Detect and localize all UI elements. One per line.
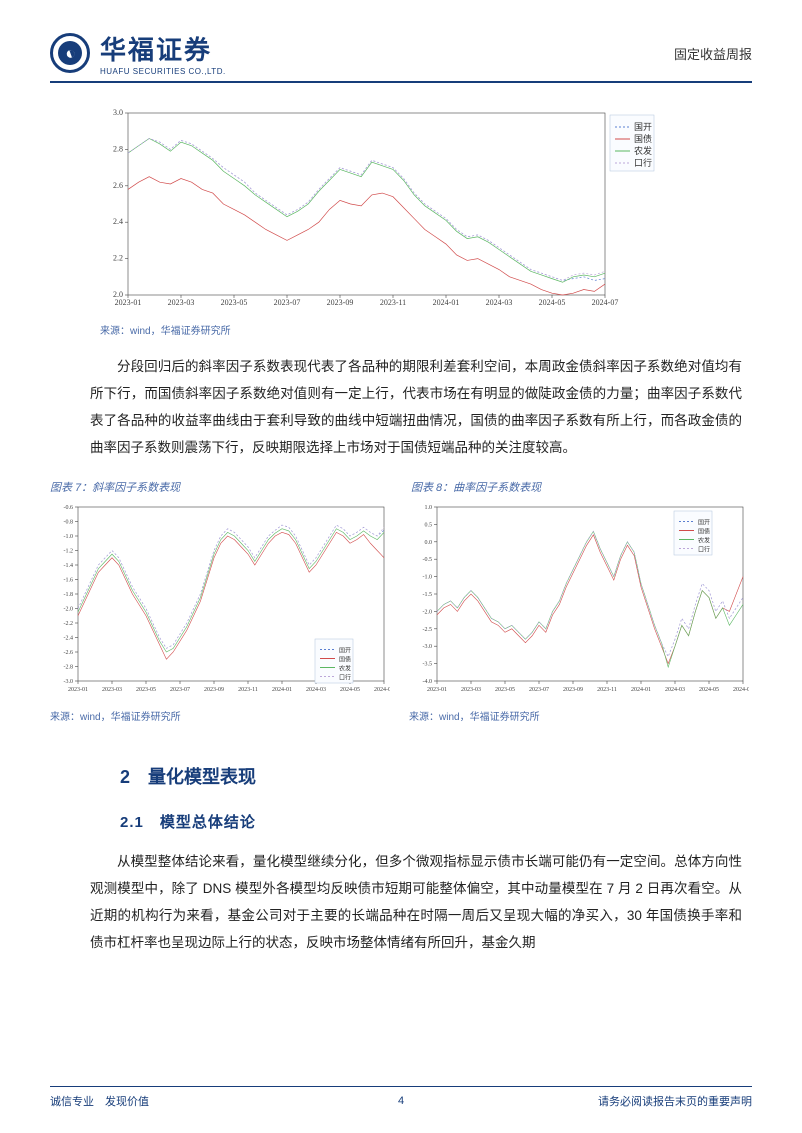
company-name-en: HUAFU SECURITIES CO.,LTD. xyxy=(100,67,226,76)
svg-text:2023-11: 2023-11 xyxy=(238,687,258,693)
footer-left: 诚信专业 发现价值 xyxy=(50,1093,149,1109)
svg-text:口行: 口行 xyxy=(339,674,351,682)
svg-text:-2.6: -2.6 xyxy=(64,650,74,656)
company-name-cn: 华福证券 xyxy=(100,30,226,67)
svg-text:2.2: 2.2 xyxy=(113,254,123,263)
svg-text:-0.8: -0.8 xyxy=(64,520,74,526)
svg-text:2024-07: 2024-07 xyxy=(592,298,619,307)
svg-text:2023-09: 2023-09 xyxy=(563,687,583,693)
svg-text:-0.6: -0.6 xyxy=(64,505,74,511)
svg-text:2023-01: 2023-01 xyxy=(68,687,88,693)
svg-text:2024-05: 2024-05 xyxy=(340,687,360,693)
svg-text:2024-07: 2024-07 xyxy=(733,687,749,693)
svg-text:2024-07: 2024-07 xyxy=(374,687,390,693)
svg-text:-1.4: -1.4 xyxy=(64,563,74,569)
svg-text:2.8: 2.8 xyxy=(113,144,123,153)
svg-text:3.0: 3.0 xyxy=(113,108,123,117)
svg-text:农发: 农发 xyxy=(698,537,710,545)
svg-text:2023-09: 2023-09 xyxy=(204,687,224,693)
svg-text:-2.4: -2.4 xyxy=(64,636,74,642)
svg-text:国开: 国开 xyxy=(698,520,710,527)
logo-icon: ◐ xyxy=(50,33,90,73)
svg-text:2024-05: 2024-05 xyxy=(539,298,566,307)
svg-text:2024-01: 2024-01 xyxy=(631,687,651,693)
paragraph-1: 分段回归后的斜率因子系数表现代表了各品种的期限利差套利空间，本周政金债斜率因子系… xyxy=(50,353,752,461)
svg-text:2023-07: 2023-07 xyxy=(170,687,190,693)
svg-text:2024-03: 2024-03 xyxy=(306,687,326,693)
svg-text:-3.5: -3.5 xyxy=(423,662,433,668)
svg-text:2023-01: 2023-01 xyxy=(115,298,142,307)
svg-text:农发: 农发 xyxy=(634,145,652,156)
svg-text:-3.0: -3.0 xyxy=(64,679,74,685)
svg-text:1.0: 1.0 xyxy=(425,505,433,511)
svg-text:0.0: 0.0 xyxy=(425,540,433,546)
svg-text:-2.0: -2.0 xyxy=(423,609,433,615)
svg-text:2023-07: 2023-07 xyxy=(529,687,549,693)
svg-text:2024-05: 2024-05 xyxy=(699,687,719,693)
svg-text:2023-03: 2023-03 xyxy=(168,298,195,307)
svg-text:2023-03: 2023-03 xyxy=(461,687,481,693)
chart7-source: 来源：wind，华福证券研究所 xyxy=(50,708,393,723)
svg-text:-1.0: -1.0 xyxy=(423,575,433,581)
svg-text:2023-11: 2023-11 xyxy=(597,687,617,693)
svg-text:国开: 国开 xyxy=(634,122,652,132)
footer-right: 请务必阅读报告末页的重要声明 xyxy=(598,1093,752,1109)
svg-text:-1.6: -1.6 xyxy=(64,578,74,584)
svg-text:口行: 口行 xyxy=(698,546,710,554)
section-2-heading: 2 量化模型表现 xyxy=(120,763,752,789)
svg-text:-0.5: -0.5 xyxy=(423,557,433,563)
svg-text:-3.0: -3.0 xyxy=(423,644,433,650)
svg-text:-2.8: -2.8 xyxy=(64,665,74,671)
svg-text:2023-07: 2023-07 xyxy=(274,298,301,307)
svg-text:-4.0: -4.0 xyxy=(423,679,433,685)
page-footer: 诚信专业 发现价值 4 请务必阅读报告末页的重要声明 xyxy=(50,1086,752,1109)
chart7-title: 图表 7：斜率因子系数表现 xyxy=(50,479,391,495)
page-header: ◐ 华福证券 HUAFU SECURITIES CO.,LTD. 固定收益周报 xyxy=(50,0,752,83)
svg-text:2023-01: 2023-01 xyxy=(427,687,447,693)
svg-text:口行: 口行 xyxy=(634,157,652,168)
svg-text:-1.8: -1.8 xyxy=(64,592,74,598)
svg-text:-2.5: -2.5 xyxy=(423,627,433,633)
svg-text:2023-05: 2023-05 xyxy=(495,687,515,693)
svg-text:-1.2: -1.2 xyxy=(64,549,74,555)
svg-text:2023-05: 2023-05 xyxy=(136,687,156,693)
paragraph-2: 从模型整体结论来看，量化模型继续分化，但多个微观指标显示债市长端可能仍有一定空间… xyxy=(50,848,752,956)
svg-text:2024-03: 2024-03 xyxy=(486,298,513,307)
svg-text:2023-05: 2023-05 xyxy=(221,298,248,307)
svg-text:2024-03: 2024-03 xyxy=(665,687,685,693)
svg-text:-2.0: -2.0 xyxy=(64,607,74,613)
svg-text:国债: 国债 xyxy=(339,656,351,664)
main-chart: 2.02.22.42.62.83.02023-012023-032023-052… xyxy=(100,103,752,337)
svg-text:2.4: 2.4 xyxy=(113,217,123,226)
chart8: -4.0 -3.5 -3.0 -2.5 -2.0 -1.5 -1.0 -0.5 0.0 0.5 1.… xyxy=(409,499,752,723)
svg-text:2023-03: 2023-03 xyxy=(102,687,122,693)
svg-text:-1.5: -1.5 xyxy=(423,592,433,598)
svg-text:2.6: 2.6 xyxy=(113,181,123,190)
svg-text:2023-11: 2023-11 xyxy=(380,298,406,307)
svg-text:国开: 国开 xyxy=(339,648,351,655)
svg-text:2023-09: 2023-09 xyxy=(327,298,354,307)
page-number: 4 xyxy=(398,1095,404,1107)
svg-text:-1.0: -1.0 xyxy=(64,534,74,540)
chart8-source: 来源：wind，华福证券研究所 xyxy=(409,708,752,723)
svg-text:0.5: 0.5 xyxy=(425,522,433,528)
svg-text:国债: 国债 xyxy=(698,528,710,536)
logo-block: ◐ 华福证券 HUAFU SECURITIES CO.,LTD. xyxy=(50,30,226,76)
main-chart-source: 来源：wind，华福证券研究所 xyxy=(100,322,752,337)
section-2-1-heading: 2.1 模型总体结论 xyxy=(120,811,752,832)
svg-text:国债: 国债 xyxy=(634,133,652,144)
svg-text:-2.2: -2.2 xyxy=(64,621,74,627)
chart7: -3.0 -2.8 -2.6 -2.4 -2.2 -2.0 -1.8 -1.6 -1.4 -1.2… xyxy=(50,499,393,723)
svg-text:农发: 农发 xyxy=(339,665,351,673)
svg-text:2024-01: 2024-01 xyxy=(272,687,292,693)
report-type: 固定收益周报 xyxy=(674,44,752,63)
svg-text:2024-01: 2024-01 xyxy=(433,298,460,307)
chart8-title: 图表 8：曲率因子系数表现 xyxy=(411,479,752,495)
